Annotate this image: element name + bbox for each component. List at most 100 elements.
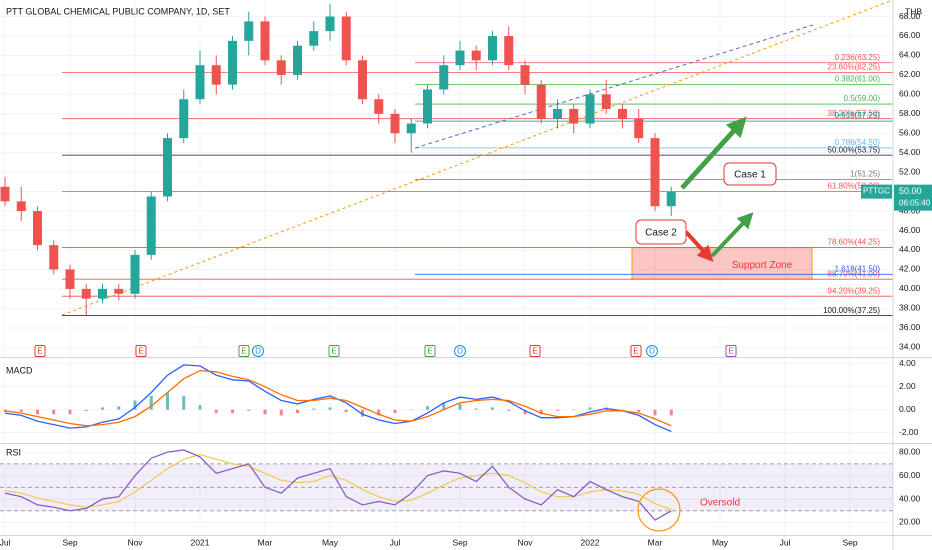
histogram-bar [621,409,624,411]
fib-label: 23.60%(62.25) [828,63,881,72]
event-marker [34,345,46,357]
pane-title: MACD [6,365,33,375]
candle-body [423,89,432,124]
y-tick-label: 62.00 [899,69,921,79]
x-tick-label: Nov [127,537,143,547]
candle-body [293,45,302,75]
fib-label: 50.00%(53.75) [828,145,881,154]
y-tick-label: 4.00 [899,358,916,368]
histogram-bar [117,406,121,410]
x-tick-label: Nov [517,537,533,547]
histogram-bar [101,407,104,410]
event-label: D [649,347,655,356]
arrow [684,230,714,262]
candle-body [0,186,10,202]
histogram-bar [52,409,56,415]
y-tick-label: 0.00 [899,404,916,414]
candle-body [374,99,384,114]
histogram-bar [539,409,543,415]
candle-body [666,191,676,207]
histogram-bar [214,409,218,414]
x-tick-label: Sep [452,537,467,547]
arrow [710,212,754,258]
candle-body [98,288,107,299]
x-tick-label: Sep [62,537,77,547]
candle-body [211,65,221,85]
histogram-bar [247,409,251,411]
y-tick-label: 46.00 [899,225,921,235]
y-tick-label: -2.00 [899,427,919,437]
event-marker [135,345,147,357]
histogram-bar [669,409,673,416]
candle-body [179,99,189,139]
fib-label: 1(51.25) [850,170,880,179]
x-tick-label: Jul [780,537,791,547]
histogram-bar [572,409,576,411]
histogram-bar [377,409,381,416]
price-tag [894,184,932,211]
x-tick-label: Mar [648,537,663,547]
y-tick-label: 54.00 [899,147,921,157]
fib-label: 1.618(41.50) [835,264,881,273]
event-marker [252,345,264,357]
candle-body [358,60,367,100]
histogram-bar [442,402,446,410]
symbol-label: PTTGC [863,187,890,196]
fib-label: 88.70%(41.00) [828,269,881,278]
y-tick-label: 2.00 [899,381,916,391]
candle-body [65,269,75,289]
candle-body [309,31,319,46]
candle-body [585,94,595,124]
histogram-bar [312,408,316,410]
x-tick-label: Jul [390,537,401,547]
candle-body [520,65,530,85]
fib-label: 0.236(63.25) [835,53,881,62]
candle-body [114,288,124,294]
y-tick-label: 66.00 [899,30,921,40]
event-label: E [633,347,638,356]
y-tick-label: 58.00 [899,108,921,118]
histogram-bar [198,405,202,410]
candle-body [244,21,254,41]
histogram-bar [19,409,23,412]
y-tick-label: 40.00 [899,283,921,293]
histogram-bar [491,407,494,410]
histogram-bar [393,409,397,414]
histogram-bar [653,409,657,416]
callout-text: Case 1 [734,170,766,181]
histogram-bar [458,403,462,410]
candle-body [228,40,237,85]
fib-label: 94.20%(39.25) [828,286,881,295]
histogram-bar [523,409,527,415]
callout-box [723,162,777,186]
histogram-bar [328,407,332,410]
fib-label: 0.618(57.25) [835,111,881,120]
candle-body [601,94,611,109]
event-label: E [138,347,143,356]
candle-body [504,35,514,66]
support-zone-label: Support Zone [732,260,793,271]
candle-body [455,50,465,66]
price-label: 50.00 [899,186,922,196]
y-tick-label: 34.00 [899,342,921,352]
candle-body [406,123,416,134]
candle-body [439,65,449,90]
histogram-bar [507,409,511,411]
fib-label: 0.5(59.00) [844,94,881,103]
histogram-bar [263,409,267,415]
symbol-tag [861,184,892,199]
currency: THB [905,6,922,16]
trend-line [61,0,893,316]
event-marker [725,345,737,357]
y-tick-label: 36.00 [899,322,921,332]
candle-body [325,16,335,32]
y-tick-label: 56.00 [899,128,921,138]
candle-body [569,108,579,124]
candle-body [471,50,481,61]
histogram-bar [231,409,234,414]
histogram-bar [296,409,299,414]
event-label: E [728,347,733,356]
